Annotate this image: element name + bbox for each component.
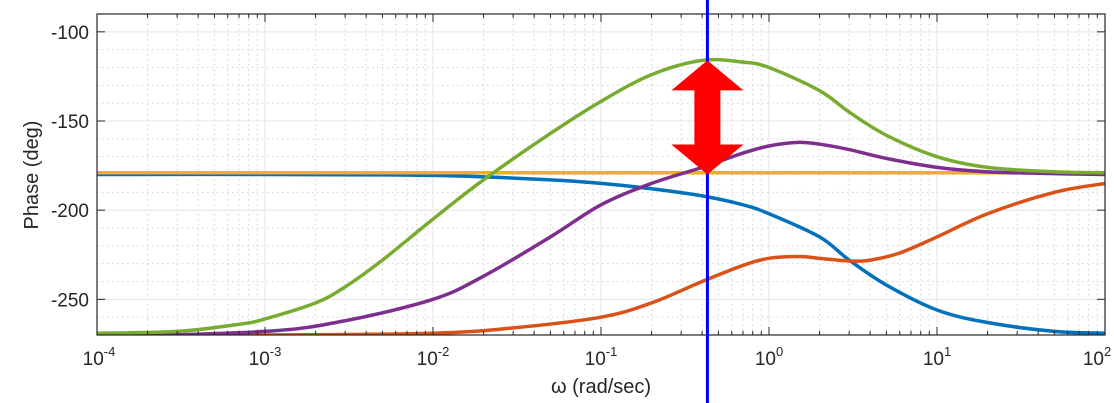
x-tick-label: 101	[923, 344, 951, 370]
ticks-layer: 10-4 10-3 10-2 10-1 100 101 102 -100 -150 -200 -25…	[51, 14, 1111, 370]
phase-margin-double-arrow	[671, 60, 744, 175]
series-line-1	[97, 172, 1105, 335]
series-line-5	[97, 57, 1105, 335]
x-tick-label: 10-2	[417, 344, 450, 370]
series-layer	[97, 57, 1105, 335]
x-axis-label: ω (rad/sec)	[551, 376, 651, 398]
y-tick-label: -250	[51, 290, 89, 311]
y-tick-label: -200	[51, 201, 89, 222]
x-tick-label: 10-3	[249, 344, 282, 370]
y-tick-label: -150	[51, 112, 89, 133]
x-tick-label: 102	[1083, 344, 1111, 370]
series-line-4	[98, 140, 1105, 335]
annotation-layer	[671, 0, 744, 403]
x-tick-label: 10-4	[83, 344, 116, 370]
x-tick-label: 10-1	[585, 344, 618, 370]
y-tick-label: -100	[51, 23, 89, 44]
x-tick-label: 100	[755, 344, 783, 370]
y-axis-label: Phase (deg)	[21, 121, 43, 230]
